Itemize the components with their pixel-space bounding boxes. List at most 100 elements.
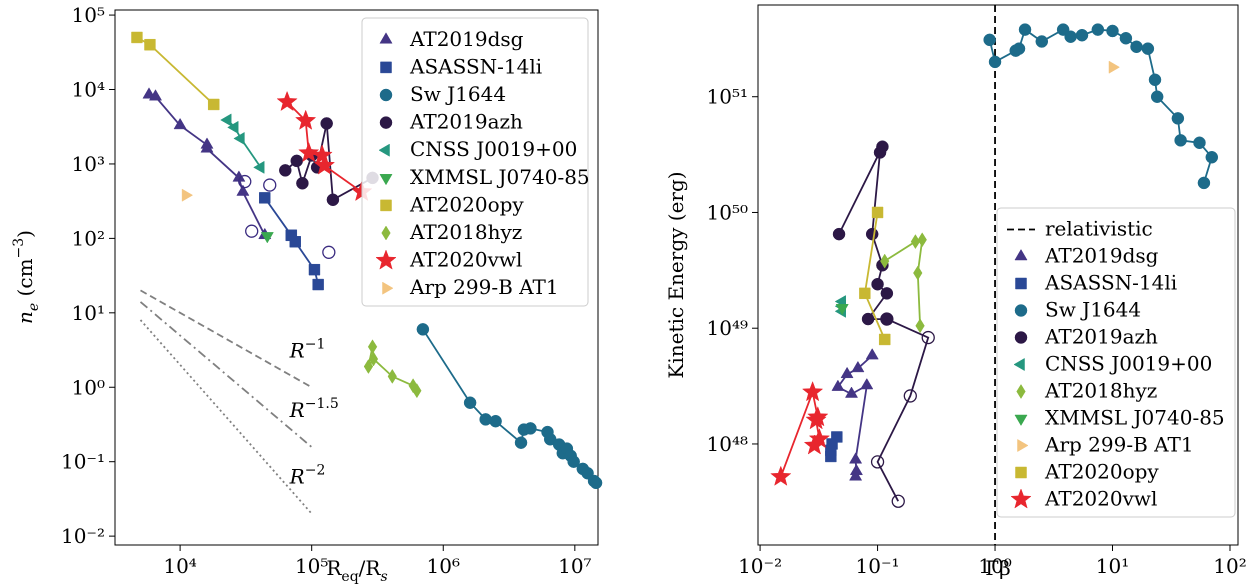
series-line (779, 388, 821, 478)
data-point (865, 348, 879, 360)
x-tick-label: 10⁵ (295, 554, 328, 578)
y-tick-label: 10⁴⁸ (707, 432, 748, 456)
label-part: R (289, 338, 305, 362)
data-point (801, 380, 824, 402)
data-point (1171, 112, 1185, 125)
data-point (1205, 150, 1219, 164)
data-point (295, 109, 317, 130)
x-tick-label: 10⁰ (978, 554, 1011, 578)
label-part: −1 (305, 336, 326, 352)
legend-swatch (382, 281, 394, 295)
data-point (1018, 23, 1032, 36)
legend-label: CNSS J0019+00 (410, 137, 577, 161)
data-point (983, 33, 996, 47)
label-part: R (289, 465, 305, 489)
data-point (260, 232, 274, 244)
label-part: R (326, 556, 342, 580)
y-axis-label: Kinetic Energy (erg) (664, 171, 688, 378)
data-point (387, 368, 397, 384)
legend-swatch (1010, 488, 1032, 509)
reference-line (139, 301, 313, 448)
legend-label: AT2020vwl (409, 248, 522, 272)
data-point (865, 227, 879, 241)
label-part: n (13, 311, 37, 324)
data-point (851, 360, 865, 373)
legend-label: AT2019azh (1044, 325, 1158, 349)
data-point (200, 141, 214, 153)
data-point (870, 455, 885, 469)
annotation: R−1 (289, 336, 326, 362)
legend-swatch (1017, 438, 1029, 453)
data-point (832, 227, 846, 241)
data-point (296, 177, 309, 190)
x-tick-label: 10⁶ (427, 554, 460, 578)
data-point (849, 452, 863, 464)
data-point (279, 164, 292, 177)
data-point (825, 450, 837, 463)
legend-swatch (380, 61, 392, 74)
data-point (463, 396, 477, 409)
legend-swatch (379, 88, 393, 102)
data-point (878, 333, 891, 346)
data-point (871, 277, 884, 291)
data-point (903, 389, 917, 403)
legend-label: AT2018hyz (409, 220, 522, 244)
data-point (367, 339, 378, 355)
legend-swatch (378, 143, 390, 157)
data-point (805, 409, 827, 430)
data-point (913, 265, 923, 281)
data-point (144, 38, 156, 51)
plot: 10⁻² 10⁻¹ 10⁰ 10¹ 10² 10⁴⁸ 10⁴⁹ 10⁵⁰ 10⁵¹ Γβ Kinet… (664, 4, 1247, 580)
data-point (311, 144, 333, 165)
data-point (1150, 90, 1164, 103)
data-point (238, 174, 252, 189)
data-point (489, 414, 502, 428)
data-point (567, 455, 580, 468)
data-point (313, 154, 336, 175)
data-point (298, 141, 320, 163)
data-point (1193, 136, 1206, 150)
legend-swatch (380, 199, 392, 212)
legend-swatch (1015, 277, 1027, 290)
data-point (770, 465, 792, 486)
data-point (835, 304, 849, 316)
legend-swatch (379, 32, 393, 44)
data-point (880, 287, 894, 300)
legend-label: relativistic (1045, 217, 1153, 241)
y-tick-label: 10⁻² (61, 524, 105, 548)
x-tick-label: 10⁴ (163, 554, 196, 578)
legend-swatch (379, 174, 393, 186)
label-part: ) (13, 230, 37, 238)
series-line (884, 238, 924, 326)
legend-swatch (1013, 357, 1025, 372)
x-tick-label: 10² (1213, 554, 1246, 578)
data-point (910, 234, 921, 250)
legend-label: Arp 299-B AT1 (409, 275, 559, 299)
data-point (259, 192, 271, 204)
data-point (220, 113, 232, 127)
data-point (844, 386, 859, 398)
y-tick-label: 10⁵¹ (707, 85, 748, 109)
legend-label: Sw J1644 (1045, 298, 1141, 322)
legend-label: Arp 299-B AT1 (1044, 433, 1194, 457)
reference-line (139, 319, 313, 515)
x-tick-label: 10⁻¹ (856, 554, 900, 578)
data-point (207, 98, 220, 111)
plot: 10⁴ 10⁵ 10⁶ 10⁷10⁻²10⁻¹10⁰10¹10²10³10⁴10⁵Re… (11, 3, 603, 585)
data-point (308, 263, 321, 276)
data-point (326, 193, 340, 207)
legend-swatch (1014, 304, 1028, 317)
data-point (1106, 24, 1119, 38)
y-tick-label: 10³ (72, 152, 105, 176)
y-tick-label: 10⁴⁹ (707, 316, 748, 340)
data-point (290, 154, 303, 168)
y-tick-label: 10⁴ (72, 78, 105, 102)
data-point (1108, 60, 1120, 74)
data-point (236, 184, 250, 196)
legend-swatch (379, 116, 393, 129)
data-point (1174, 134, 1187, 147)
y-tick-label: 10⁵ (72, 3, 105, 27)
data-point (524, 422, 537, 435)
data-point (289, 236, 301, 248)
data-point (859, 287, 871, 300)
